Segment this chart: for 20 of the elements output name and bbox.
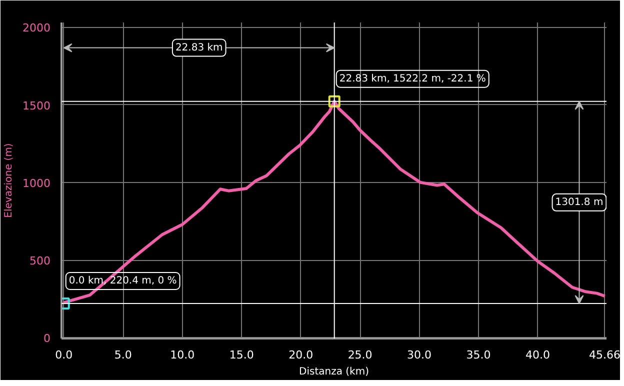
y-tick-label: 2000 xyxy=(22,22,51,35)
x-axis-title: Distanza (km) xyxy=(299,366,370,378)
y-axis-title: Elevazione (m) xyxy=(4,143,15,218)
x-tick-label: 30.0 xyxy=(407,348,432,362)
y-tick-label: 1000 xyxy=(22,176,51,190)
x-tick-label: 10.0 xyxy=(170,348,195,362)
y-tick-label: 500 xyxy=(30,254,51,268)
x-tick-label: 5.0 xyxy=(114,348,132,362)
x-tick-label: 40.0 xyxy=(526,348,550,362)
x-tick-label: 20.0 xyxy=(288,348,314,362)
x-tick-label: 0.0 xyxy=(55,348,73,362)
y-tick-label: 1500 xyxy=(22,99,51,112)
x-tick-label: 25.0 xyxy=(348,348,372,362)
annotation: 1301.8 m xyxy=(555,196,604,208)
annotation: 22.83 km xyxy=(175,42,223,54)
annotation: 22.83 km, 1522.2 m, -22.1 % xyxy=(339,73,486,84)
x-tick-label: 45.66 xyxy=(589,348,621,362)
x-tick-label: 15.0 xyxy=(229,348,254,362)
y-tick-label: 0 xyxy=(44,332,50,346)
x-tick-label: 35.0 xyxy=(466,348,491,362)
